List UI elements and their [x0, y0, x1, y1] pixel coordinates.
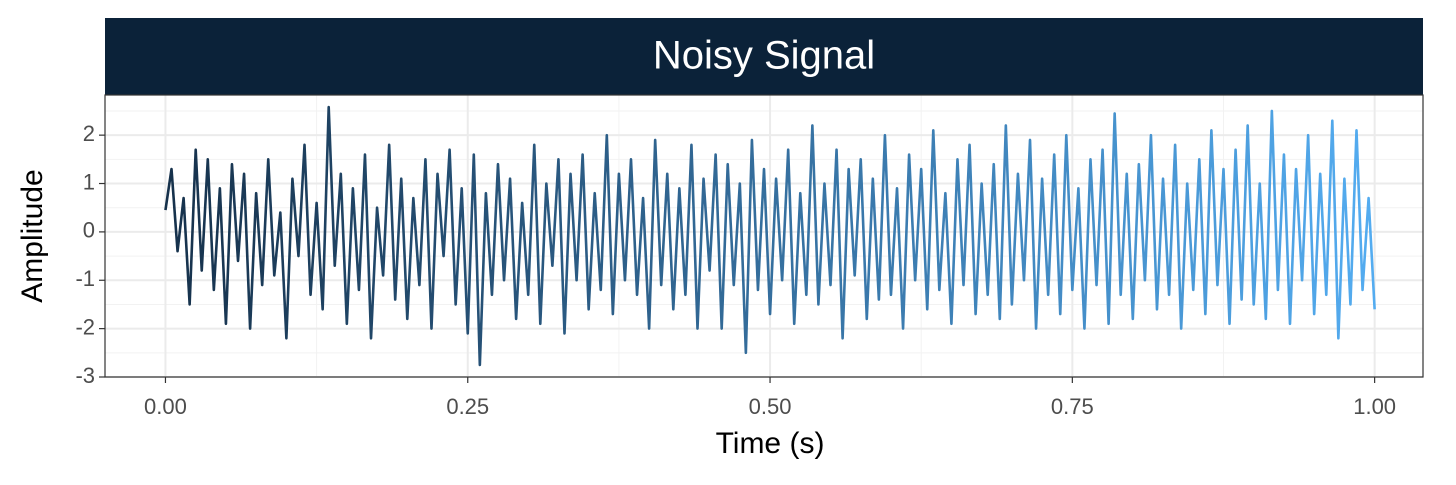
y-tick-label: -2: [75, 314, 95, 339]
x-tick-label: 1.00: [1353, 394, 1396, 419]
x-tick-label: 0.25: [446, 394, 489, 419]
x-axis-title: Time (s): [716, 427, 825, 460]
x-tick-label: 0.50: [749, 394, 792, 419]
x-tick-label: 0.00: [144, 394, 187, 419]
y-tick-label: -3: [75, 363, 95, 388]
y-tick-label: 2: [83, 121, 95, 146]
title-strip: [105, 18, 1423, 95]
y-tick-label: 0: [83, 218, 95, 243]
panel-border: [104, 94, 1424, 378]
plot: [164, 105, 1376, 367]
y-axis-title: Amplitude: [16, 169, 49, 302]
y-tick-label: -1: [75, 266, 95, 291]
signal-line: [164, 105, 1376, 367]
chart-title: Noisy Signal: [653, 34, 875, 78]
y-tick-label: 1: [83, 169, 95, 194]
x-tick-label: 0.75: [1051, 394, 1094, 419]
